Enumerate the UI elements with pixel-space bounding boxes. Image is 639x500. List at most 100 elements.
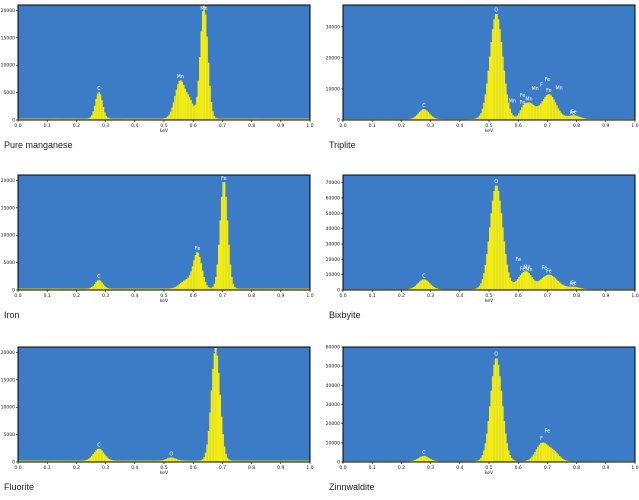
- spectrum-bar: [95, 281, 97, 290]
- spectrum-bar: [258, 288, 261, 290]
- spectrum-bar: [234, 118, 236, 120]
- spectrum-bar: [194, 255, 197, 290]
- spectrum-bar: [193, 260, 195, 290]
- spectrum-bar: [126, 288, 128, 290]
- spectrum-bar: [20, 288, 23, 290]
- spectrum-bar: [70, 460, 73, 462]
- x-tick-label: 0.4: [131, 465, 138, 471]
- spectrum-bar: [502, 56, 504, 120]
- spectrum-bar: [112, 288, 115, 290]
- spectrum-bar: [60, 460, 62, 462]
- spectrum-bar: [266, 288, 268, 290]
- spectrum-bar: [216, 264, 219, 290]
- spectrum-bar: [244, 288, 246, 290]
- spectrum-bar: [44, 118, 46, 120]
- spectrum-bar: [564, 115, 567, 120]
- y-tick-label: 5000: [4, 260, 16, 266]
- spectrum-bar: [77, 460, 80, 462]
- spectrum-bar: [269, 288, 271, 290]
- spectrum-bar: [274, 460, 277, 462]
- peak-label: Fe: [520, 267, 525, 273]
- spectrum-bar: [423, 109, 425, 120]
- spectrum-bar: [524, 103, 526, 120]
- spectrum-bar: [142, 288, 144, 290]
- spectrum-bar: [209, 412, 211, 462]
- spectrum-bar: [20, 118, 23, 120]
- spectrum-bar: [567, 286, 570, 290]
- peak-label: Fe: [520, 100, 525, 106]
- spectrum-bar: [516, 115, 519, 120]
- spectrum-bar: [18, 118, 20, 120]
- spectrum-bar: [133, 288, 135, 290]
- spectrum-bar: [487, 70, 490, 120]
- spectrum-bar: [481, 455, 484, 462]
- spectrum-bar: [575, 115, 577, 120]
- x-tick-label: 0.6: [515, 465, 522, 471]
- x-tick-label: 1.0: [306, 123, 313, 129]
- spectrum-bar: [245, 460, 248, 462]
- spectrum-bar: [525, 460, 528, 462]
- spectrum-bar: [411, 287, 414, 290]
- x-tick-label: 0.2: [398, 123, 405, 129]
- spectrum-bar: [31, 288, 33, 290]
- spectrum-bar: [66, 460, 68, 462]
- spectrum-bar: [152, 288, 154, 290]
- spectrum-bar: [86, 118, 89, 120]
- spectrum-bar: [270, 460, 273, 462]
- spectrum-bar: [146, 118, 148, 120]
- y-tick-label: 5000: [4, 432, 16, 438]
- spectrum-bar: [165, 117, 167, 120]
- spectrum-bar: [92, 111, 94, 120]
- spectrum-bar: [150, 118, 153, 120]
- spectrum-bar: [137, 118, 140, 120]
- spectrum-bar: [209, 287, 211, 290]
- chart-triplite: 0 10000 20000 30000 0.0 0.1 0.2 0.3 0.4 0.5 0.6 0.7…: [326, 4, 639, 134]
- spectrum-bar: [237, 288, 239, 290]
- spectrum-bar: [54, 118, 57, 120]
- spectrum-bar: [241, 460, 243, 462]
- spectrum-bar: [80, 288, 83, 290]
- spectrum-bar: [93, 105, 96, 120]
- spectrum-bar: [180, 283, 182, 290]
- spectrum-bar: [512, 459, 514, 462]
- spectrum-bar: [107, 288, 109, 290]
- spectrum-bar: [477, 117, 479, 120]
- peak-label: C: [97, 86, 101, 92]
- spectrum-bar: [439, 118, 441, 120]
- spectrum-bar: [96, 93, 99, 120]
- spectrum-bar: [567, 115, 570, 120]
- spectrum-bar: [251, 460, 254, 462]
- peak-label: C: [422, 103, 426, 109]
- spectrum-bar: [38, 118, 40, 120]
- spectrum-bar: [115, 288, 118, 290]
- spectrum-bar: [238, 118, 240, 120]
- spectrum-bar: [107, 457, 109, 462]
- peak-label: Mn: [532, 86, 539, 92]
- spectrum-bar: [258, 460, 261, 462]
- spectrum-bar: [99, 280, 102, 290]
- spectrum-bar: [305, 460, 308, 462]
- x-tick-label: 0.0: [14, 123, 21, 129]
- spectrum-bar: [232, 283, 235, 290]
- spectrum-bar: [550, 95, 552, 120]
- spectrum-bar: [231, 277, 233, 290]
- spectrum-bar: [532, 454, 535, 462]
- spectrum-bar: [210, 102, 213, 120]
- spectrum-bar: [553, 449, 555, 462]
- spectrum-bar: [512, 282, 514, 290]
- spectrum-bar: [585, 118, 587, 120]
- spectrum-bar: [251, 288, 254, 290]
- spectrum-bar: [140, 460, 143, 462]
- spectrum-bar: [540, 443, 542, 462]
- spectrum-bar: [172, 457, 175, 462]
- spectrum-bar: [234, 460, 236, 462]
- spectrum-bar: [145, 460, 147, 462]
- spectrum-bar: [301, 288, 303, 290]
- spectrum-bar: [519, 275, 522, 290]
- spectrum-bar: [72, 460, 74, 462]
- spectrum-bar: [295, 288, 297, 290]
- x-tick-label: 0.5: [160, 293, 167, 299]
- spectrum-bar: [156, 460, 159, 462]
- spectrum-bar: [506, 443, 509, 462]
- spectrum-bar: [60, 288, 62, 290]
